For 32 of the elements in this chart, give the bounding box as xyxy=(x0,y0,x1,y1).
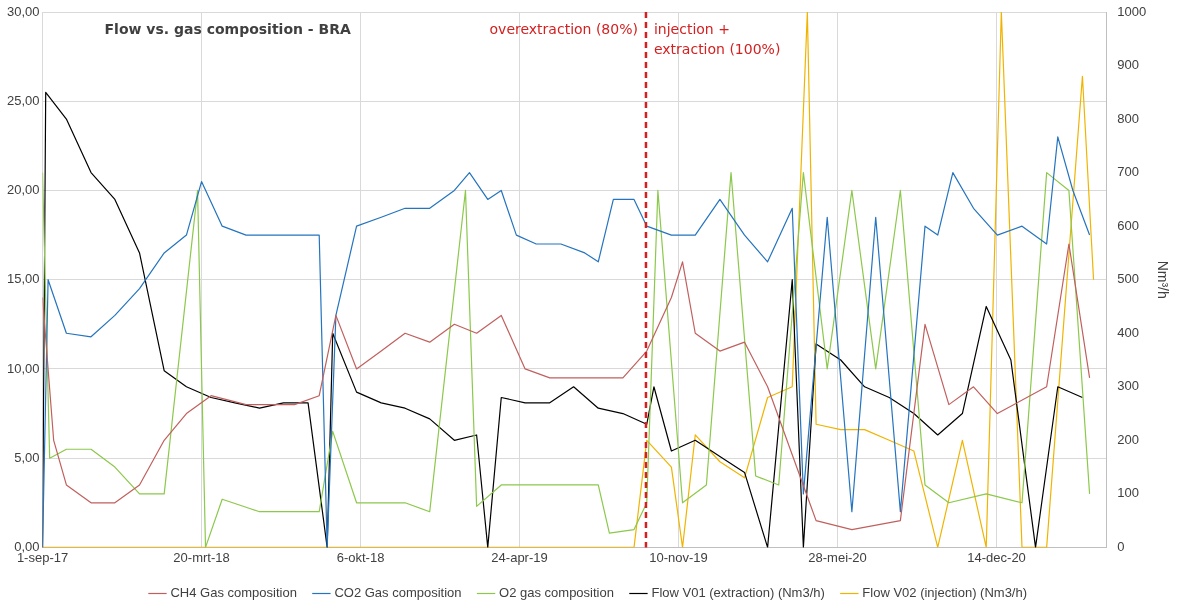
y2-tick-label: 900 xyxy=(1117,57,1139,73)
y2-tick-label: 300 xyxy=(1117,378,1139,394)
y2-axis-title: Nm³/h xyxy=(1154,260,1171,299)
y2-tick-label: 600 xyxy=(1117,217,1139,233)
legend-label: Flow V01 (extraction) (Nm3/h) xyxy=(651,585,825,601)
y2-tick-label: 800 xyxy=(1117,110,1139,126)
legend-label: CH4 Gas composition xyxy=(170,585,297,601)
text: Flow vs. gas composition - BRA xyxy=(104,20,352,37)
y-tick-label: 5,00 xyxy=(14,449,40,465)
x-tick-label: 14-dec-20 xyxy=(967,549,1026,565)
y2-tick-label: 500 xyxy=(1117,271,1139,287)
y-tick-label: 10,00 xyxy=(6,360,40,376)
x-tick-label: 10-nov-19 xyxy=(649,549,708,565)
legend-label: Flow V02 (injection) (Nm3/h) xyxy=(862,585,1028,601)
annotation: injection + extraction (100%) xyxy=(653,20,781,57)
y-tick-label: 30,00 xyxy=(6,3,40,19)
y2-tick-label: 200 xyxy=(1117,431,1139,447)
x-tick-label: 6-okt-18 xyxy=(336,549,385,565)
y2-tick-label: 400 xyxy=(1117,324,1139,340)
legend-label: CO2 Gas composition xyxy=(334,585,462,601)
x-tick-label: 28-mei-20 xyxy=(808,549,867,565)
annotation: overextraction (80%) xyxy=(489,20,638,37)
y-tick-label: 25,00 xyxy=(6,92,40,108)
y2-tick-label: 700 xyxy=(1117,164,1139,180)
legend-label: O2 gas composition xyxy=(499,585,614,601)
y-tick-label: 15,00 xyxy=(6,271,40,287)
x-tick-label: 20-mrt-18 xyxy=(173,549,230,565)
y2-tick-label: 100 xyxy=(1117,485,1139,501)
y2-tick-label: 1000 xyxy=(1117,3,1147,19)
y2-tick-label: 0 xyxy=(1117,538,1125,554)
x-tick-label: 24-apr-19 xyxy=(491,549,548,565)
y-tick-label: 20,00 xyxy=(6,182,40,198)
